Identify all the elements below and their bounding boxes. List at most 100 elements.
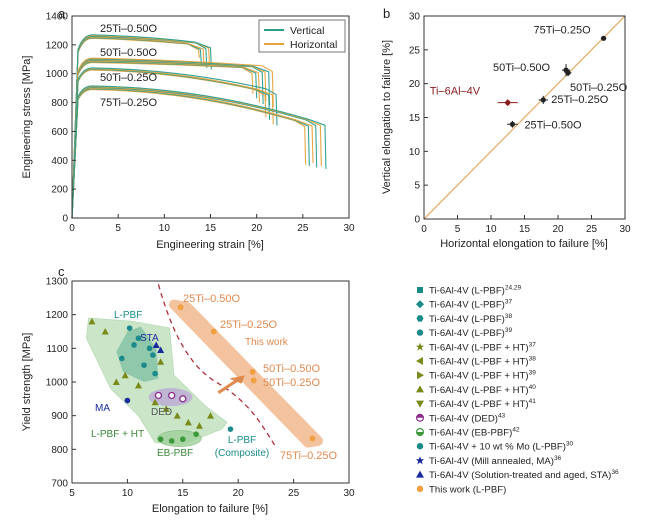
y-tick-label: 1200: [46, 40, 69, 51]
literature-point: [179, 395, 187, 403]
scatter-point: [565, 70, 571, 76]
legend-label: Ti-6Al-4V + 10 wt % Mo (L-PBF)30: [429, 441, 574, 453]
legend-marker-triangle-right: [417, 371, 424, 380]
literature-point: [141, 362, 147, 368]
legend-label: Ti-6Al-4V (L-PBF)24,29: [429, 285, 522, 297]
literature-point: [184, 418, 192, 426]
legend-label-text: Ti-6Al-4V (L-PBF + HT): [429, 371, 529, 382]
literature-point: [168, 391, 176, 400]
panel-letter-a: a: [58, 6, 66, 21]
x-tick-label: 0: [421, 224, 427, 235]
literature-point: [195, 422, 203, 429]
annotation-25ti-050o: 25Ti–0.50O: [100, 23, 158, 35]
literature-point: [146, 345, 153, 352]
scatter-point: [600, 35, 607, 41]
panel-b-points: Ti–6Al–4V 25Ti–0.50O 25Ti–0.25O 50Ti–0.50O 5…: [430, 24, 628, 131]
literature-point: [152, 341, 160, 348]
y-tick-label: 1000: [46, 69, 69, 80]
point-label: 25Ti–0.25O: [551, 94, 609, 106]
panel-a-legend: Vertical Horizontal: [258, 19, 346, 53]
region-label: L-PBF + HT: [91, 429, 144, 440]
this-work-point: [177, 304, 184, 311]
legend-marker-circle: [416, 443, 424, 450]
panel-c-x-axis-label: Elongation to failure [%]: [152, 503, 268, 515]
legend-label: Ti-6Al-4V (L-PBF + HT)41: [429, 398, 536, 410]
legend-label-text: Ti-6Al-4V (L-PBF): [429, 328, 505, 339]
literature-point: [193, 431, 199, 437]
panel-c-points: [88, 304, 316, 444]
point-label: 50Ti–0.25O: [570, 82, 628, 94]
legend-label-text: Ti-6Al-4V (L-PBF + HT): [429, 342, 529, 353]
legend-marker-circle: [416, 485, 424, 492]
literature-point: [207, 412, 214, 419]
literature-point: [112, 378, 120, 385]
x-tick-label: 30: [343, 223, 355, 234]
x-tick-label: 25: [586, 224, 598, 235]
y-tick-label: 900: [51, 411, 68, 422]
y-tick-label: 700: [51, 479, 68, 490]
legend-label-text: Ti-6Al-4V (L-PBF + HT): [429, 399, 529, 410]
legend-label-superscript: 39: [529, 370, 537, 377]
stress-strain-curve: [71, 85, 327, 219]
literature-point: [162, 405, 170, 412]
literature-point: [121, 371, 129, 379]
region-label: STA: [140, 333, 159, 344]
legend-marker-circle: [416, 329, 424, 336]
region-eb-pbf: [157, 430, 202, 447]
legend-label-text: This work (L-PBF): [429, 484, 506, 495]
legend-label-superscript: 30: [566, 441, 574, 448]
legend-label-superscript: 37: [505, 299, 513, 306]
y-tick-label: 400: [51, 156, 68, 167]
legend-label-superscript: 36: [554, 455, 562, 462]
scatter-point: [540, 97, 546, 103]
literature-point: [135, 335, 142, 342]
legend-label-superscript: 38: [505, 313, 513, 320]
x-tick-label: 30: [343, 488, 355, 499]
legend-label-superscript: 38: [529, 356, 537, 363]
y-tick-label: 1200: [46, 310, 69, 321]
legend-label-superscript: 39: [505, 327, 513, 334]
x-tick-label: 20: [251, 223, 263, 234]
legend-marker-triangle-up: [416, 385, 424, 393]
legend-label: Ti-6Al-4V (L-PBF)37: [429, 299, 512, 311]
legend-label: Ti-6Al-4V (L-PBF + HT)37: [429, 341, 536, 353]
literature-point: [157, 358, 165, 365]
this-work-point: [249, 368, 256, 375]
this-work-point: [250, 377, 257, 384]
this-work-point: [210, 328, 217, 335]
literature-point: [101, 328, 109, 335]
legend-label-superscript: 40: [529, 384, 537, 391]
legend-label-superscript: 43: [498, 412, 506, 419]
identity-line: [423, 15, 626, 220]
x-tick-label: 25: [288, 488, 300, 499]
legend-marker-square: [417, 287, 423, 293]
x-tick-label: 10: [159, 223, 171, 234]
legend-label-superscript: 41: [529, 398, 537, 405]
y-tick-label: 1000: [46, 378, 69, 389]
legend-label: Ti-6Al-4V (L-PBF)39: [429, 327, 512, 339]
panel-letter-c: c: [58, 264, 65, 279]
panel-b-x-axis-label: Horizontal elongation to failure [%]: [440, 238, 608, 250]
legend-marker-triangle-up: [416, 470, 424, 478]
x-tick-label: 5: [69, 488, 75, 499]
this-work-label: 50Ti–0.25O: [263, 377, 321, 389]
this-work-label: 75Ti–0.25O: [280, 450, 338, 462]
x-tick-label: 10: [122, 488, 134, 499]
legend-box: [258, 19, 346, 53]
stress-strain-curves: [71, 34, 327, 219]
panel-b-y-axis-label: Vertical elongation to failure [%]: [381, 40, 393, 194]
panel-a-stress-strain-chart: 0 5 10 15 20 25 30 0 200 400 600 800 1000 1200 1400 Ve…: [21, 12, 355, 252]
literature-point: [88, 317, 96, 325]
y-tick-label: 30: [409, 12, 421, 23]
legend-marker-half-circle-fill: [416, 432, 424, 436]
y-tick-label: 600: [51, 127, 68, 138]
y-tick-label: 0: [62, 214, 68, 225]
legend-label: This work (L-PBF): [429, 484, 506, 495]
y-tick-label: 15: [409, 113, 421, 124]
legend-marker-star: [416, 342, 424, 351]
legend-label-text: Ti-6Al-4V (DED): [429, 413, 498, 424]
x-tick-label: 30: [619, 224, 631, 235]
legend-label: Ti-6Al-4V (L-PBF + HT)39: [429, 370, 536, 382]
literature-point: [152, 370, 158, 377]
